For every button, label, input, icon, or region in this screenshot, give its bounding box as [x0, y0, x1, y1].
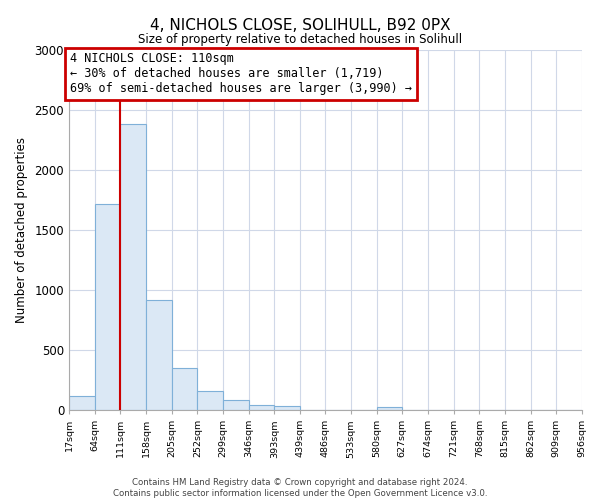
- Bar: [146, 300, 172, 410]
- Y-axis label: Number of detached properties: Number of detached properties: [14, 137, 28, 323]
- Bar: [274, 406, 300, 410]
- Bar: [95, 204, 121, 410]
- Text: 4, NICHOLS CLOSE, SOLIHULL, B92 0PX: 4, NICHOLS CLOSE, SOLIHULL, B92 0PX: [149, 18, 451, 32]
- Bar: [121, 124, 146, 410]
- Bar: [223, 400, 249, 410]
- Text: Size of property relative to detached houses in Solihull: Size of property relative to detached ho…: [138, 32, 462, 46]
- Bar: [197, 392, 223, 410]
- Bar: [249, 405, 274, 410]
- Text: Contains HM Land Registry data © Crown copyright and database right 2024.
Contai: Contains HM Land Registry data © Crown c…: [113, 478, 487, 498]
- Bar: [172, 368, 197, 410]
- Text: 4 NICHOLS CLOSE: 110sqm
← 30% of detached houses are smaller (1,719)
69% of semi: 4 NICHOLS CLOSE: 110sqm ← 30% of detache…: [70, 52, 412, 96]
- Bar: [69, 396, 95, 410]
- Bar: [377, 407, 402, 410]
